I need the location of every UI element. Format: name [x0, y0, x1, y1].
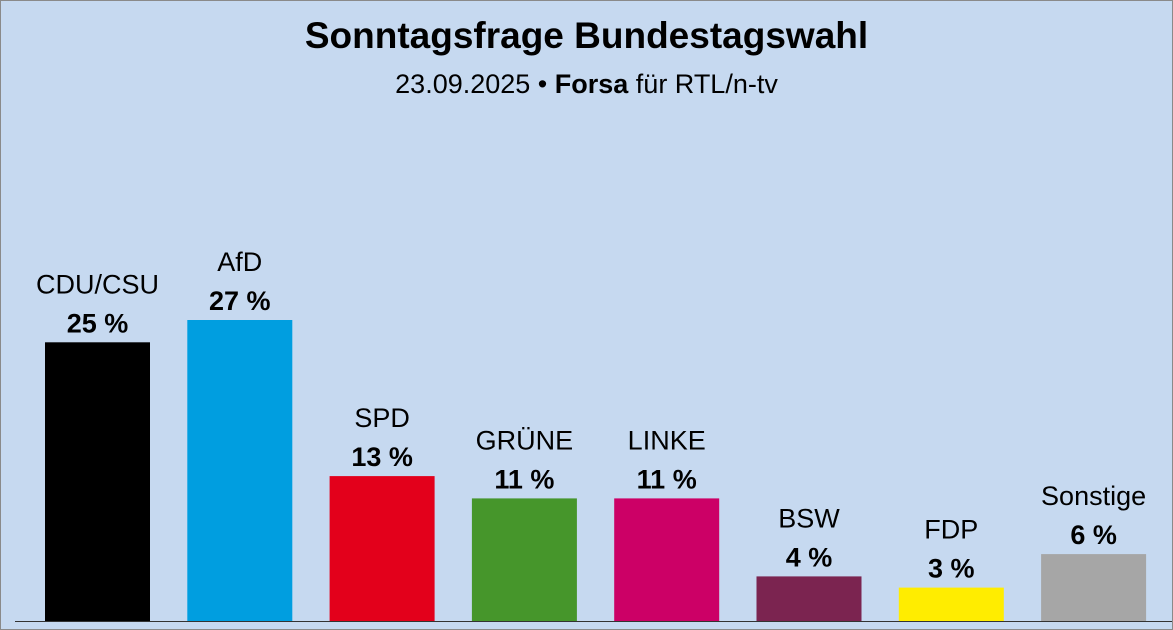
value-label-afd: 27 %	[209, 286, 271, 316]
chart-subtitle: 23.09.2025 • Forsa für RTL/n-tv	[1, 69, 1172, 100]
subtitle-separator: •	[530, 69, 555, 99]
category-label-bsw: BSW	[778, 503, 840, 533]
value-label-gruene: 11 %	[494, 464, 554, 494]
category-label-afd: AfD	[217, 247, 262, 277]
bar-spd	[329, 476, 435, 621]
category-label-sonstige: Sonstige	[1041, 481, 1146, 511]
value-label-spd: 13 %	[351, 442, 413, 472]
bar-cdu-csu	[45, 342, 150, 621]
value-label-sonstige: 6 %	[1070, 520, 1117, 550]
value-label-cdu-csu: 25 %	[67, 308, 129, 338]
bar-bsw	[756, 576, 862, 621]
bar-fdp	[898, 587, 1004, 621]
category-label-linke: LINKE	[628, 425, 706, 455]
category-label-spd: SPD	[354, 403, 410, 433]
category-label-gruene: GRÜNE	[476, 425, 574, 455]
poll-client: für RTL/n-tv	[628, 69, 778, 99]
chart-title: Sonntagsfrage Bundestagswahl	[304, 15, 869, 56]
poll-date: 23.09.2025	[395, 69, 531, 99]
bar-gruene	[471, 498, 577, 621]
value-label-bsw: 4 %	[786, 542, 833, 572]
bar-afd	[187, 320, 293, 621]
value-label-linke: 11 %	[637, 464, 697, 494]
value-label-fdp: 3 %	[928, 554, 975, 584]
category-label-fdp: FDP	[924, 515, 978, 545]
category-label-cdu-csu: CDU/CSU	[36, 269, 159, 299]
pollster-name: Forsa	[554, 69, 629, 99]
bar-sonstige	[1041, 554, 1147, 621]
bar-linke	[614, 498, 720, 621]
